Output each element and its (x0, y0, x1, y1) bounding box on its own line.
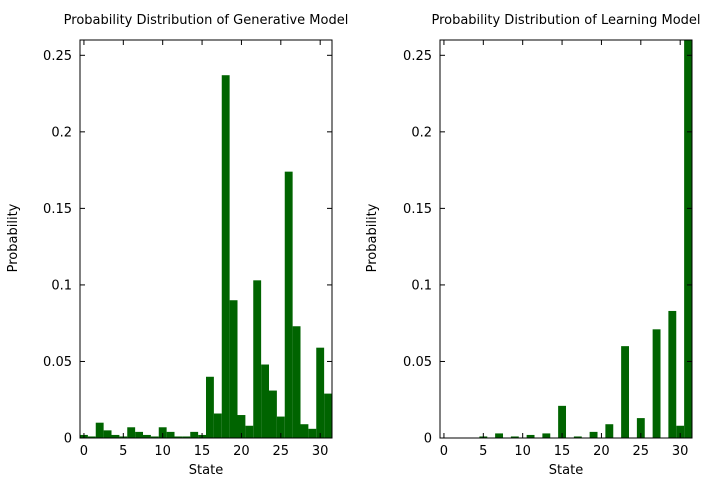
y-tick-label: 0.1 (411, 278, 432, 293)
x-axis-label: State (189, 463, 223, 478)
chart-title: Probability Distribution of Generative M… (64, 13, 349, 28)
bar (245, 425, 254, 438)
bar (158, 427, 167, 438)
x-tick-label: 25 (633, 444, 650, 459)
bar-group (479, 40, 693, 438)
bar (206, 376, 214, 438)
x-tick-label: 0 (440, 444, 448, 459)
bar (143, 434, 151, 438)
bar (526, 434, 535, 438)
x-tick-label: 15 (554, 444, 571, 459)
bar (621, 346, 630, 438)
y-tick-label: 0.2 (411, 125, 432, 140)
bar (190, 431, 199, 438)
tick-group: 0 5 10 15 20 25 30 0 0.05 0.1 0.15 0.2 0.25 (403, 40, 692, 459)
y-axis-label: Probability (365, 203, 380, 272)
bar (542, 433, 551, 438)
bar (684, 40, 693, 438)
panel-learning-model: Probability Distribution of Learning Mod… (365, 13, 701, 478)
plot-frame (439, 39, 693, 439)
bar (174, 436, 183, 438)
x-tick-label: 10 (514, 444, 531, 459)
x-tick-label: 5 (119, 444, 127, 459)
x-tick-label: 10 (154, 444, 171, 459)
plot-frame (79, 39, 333, 439)
bar (292, 326, 301, 438)
y-tick-label: 0 (64, 432, 72, 447)
y-tick-label: 0 (424, 432, 432, 447)
y-tick-label: 0.1 (51, 278, 72, 293)
bar (589, 431, 598, 438)
bar (213, 413, 222, 438)
x-tick-label: 30 (312, 444, 329, 459)
bar (276, 416, 285, 438)
bar (111, 434, 120, 438)
bar (495, 433, 504, 438)
bar (308, 428, 317, 438)
y-tick-label: 0.2 (51, 125, 72, 140)
bar (300, 424, 309, 438)
x-tick-label: 15 (194, 444, 211, 459)
bar (558, 405, 567, 438)
bar (676, 425, 685, 438)
x-tick-label: 0 (80, 444, 88, 459)
bar (135, 431, 144, 438)
panel-generative-model: Probability Distribution of Generative M… (6, 13, 348, 478)
bar (103, 430, 112, 438)
bar (324, 393, 333, 438)
bar (316, 347, 325, 438)
bar (87, 436, 96, 438)
bar (261, 364, 270, 438)
y-tick-label: 0.25 (403, 49, 432, 64)
bar (652, 329, 661, 438)
bar (269, 390, 277, 438)
y-tick-label: 0.25 (43, 49, 72, 64)
bar (253, 280, 262, 438)
y-axis-label: Probability (6, 203, 21, 272)
bar (221, 75, 230, 439)
y-tick-label: 0.15 (43, 202, 72, 217)
bar (573, 436, 582, 438)
x-tick-label: 5 (479, 444, 487, 459)
bar (229, 300, 238, 438)
bar (237, 415, 246, 438)
bar (605, 424, 614, 438)
bar-group (80, 75, 333, 439)
bar (166, 431, 175, 438)
x-tick-label: 20 (233, 444, 250, 459)
x-axis-label: State (549, 463, 583, 478)
bar (636, 418, 645, 438)
bar (95, 422, 104, 438)
bar (127, 427, 136, 438)
y-tick-label: 0.15 (403, 202, 432, 217)
y-tick-label: 0.05 (403, 355, 432, 370)
y-tick-label: 0.05 (43, 355, 72, 370)
chart-title: Probability Distribution of Learning Mod… (431, 13, 700, 28)
tick-group: 0 5 10 15 20 25 30 0 0.05 0.1 0.15 0.2 0.25 (43, 40, 332, 459)
bar (510, 436, 519, 438)
bar (150, 436, 159, 438)
x-tick-label: 20 (593, 444, 610, 459)
x-tick-label: 30 (672, 444, 689, 459)
bar (182, 436, 191, 438)
bar (284, 171, 293, 438)
bar (668, 310, 677, 438)
x-tick-label: 25 (273, 444, 290, 459)
